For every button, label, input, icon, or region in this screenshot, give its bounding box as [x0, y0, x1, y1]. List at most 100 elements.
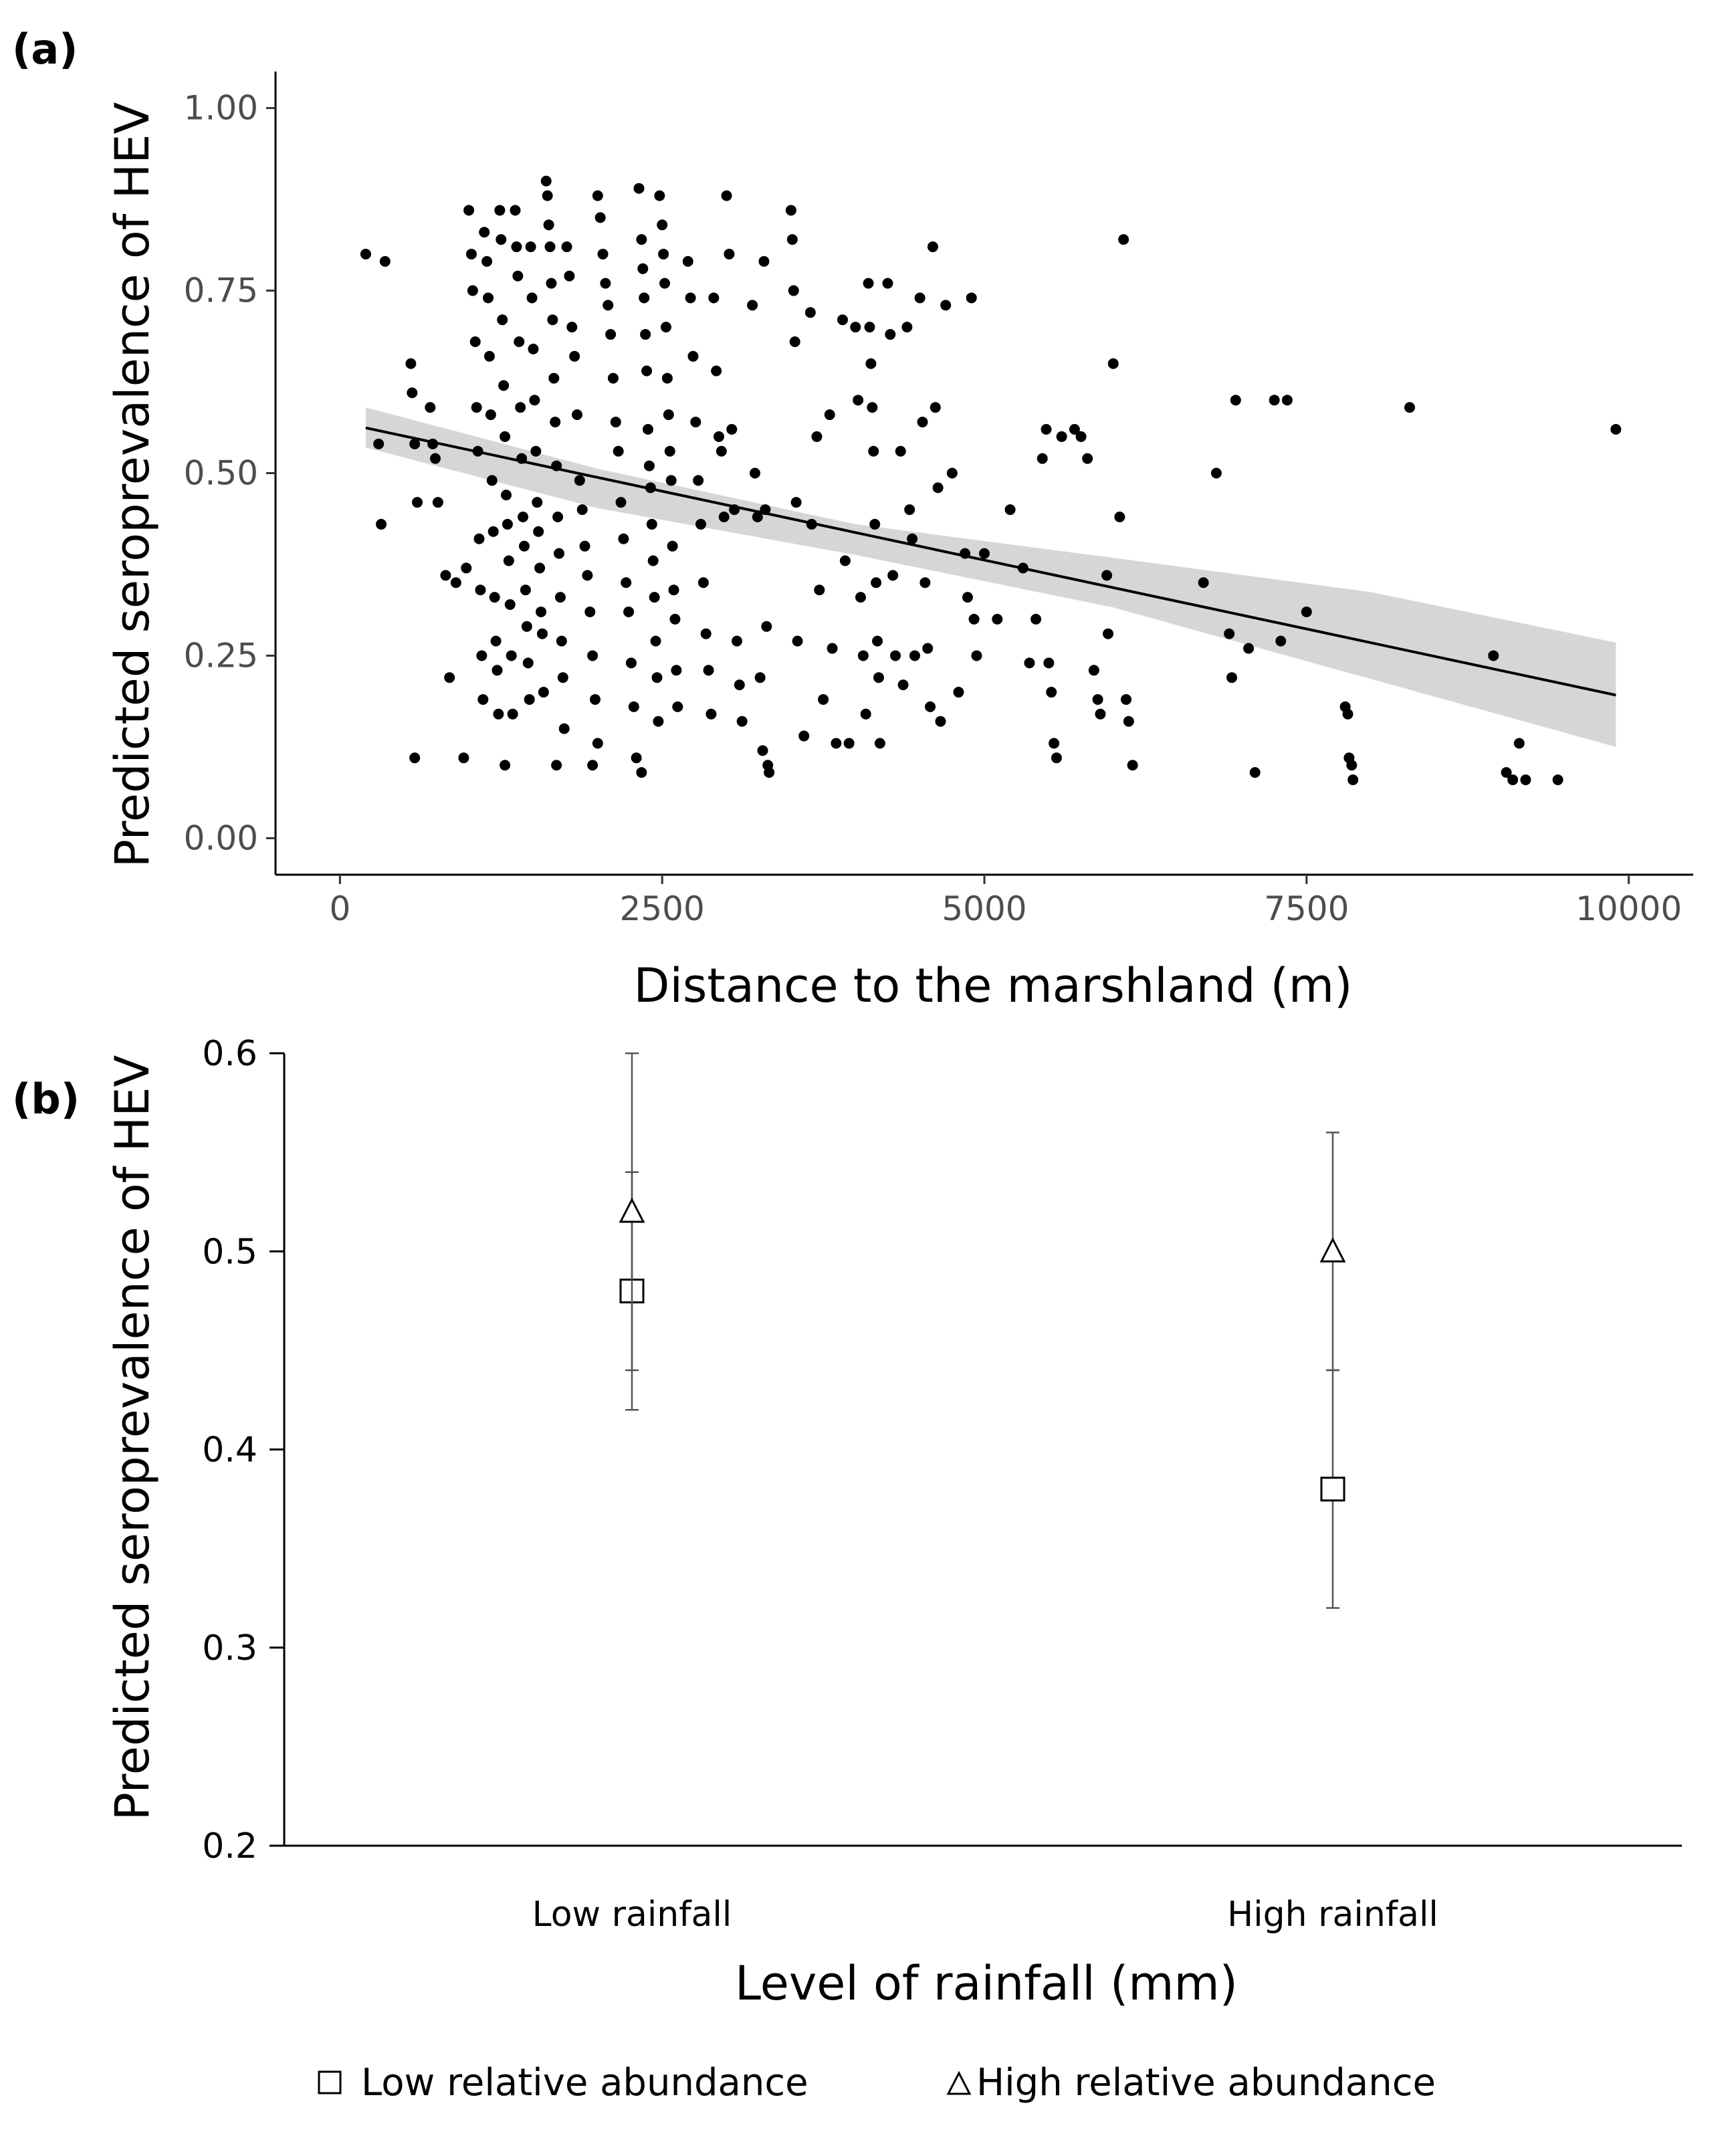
a-data-point [946, 467, 958, 479]
a-data-point [660, 322, 671, 333]
a-data-point [605, 329, 617, 340]
a-data-point [1004, 504, 1016, 516]
a-data-point [661, 372, 673, 384]
a-data-point [520, 584, 531, 596]
a-data-point [544, 241, 556, 253]
a-data-point [525, 241, 536, 253]
a-data-point [615, 497, 627, 508]
a-data-point [530, 445, 542, 457]
a-data-point [475, 584, 486, 596]
a-data-point [824, 409, 835, 421]
a-data-point [814, 584, 825, 596]
a-data-point [1114, 512, 1125, 523]
a-data-point [1031, 613, 1042, 625]
a-data-point [1101, 570, 1113, 581]
a-data-point [489, 592, 500, 603]
a-data-point [887, 570, 899, 581]
panel-b: (b) 0.2 0.3 0.4 0.5 0.6 Low rainfall High rain… [12, 1034, 1682, 2011]
a-data-point [607, 372, 619, 384]
a-data-point [932, 482, 944, 494]
a-data-point [587, 650, 599, 661]
a-x-tick-label: 7500 [1264, 889, 1349, 928]
a-data-point [897, 679, 909, 691]
a-data-point [552, 512, 564, 523]
a-data-point [1243, 643, 1255, 654]
a-data-point [850, 322, 861, 333]
a-data-point [790, 497, 802, 508]
a-data-point [458, 752, 469, 764]
a-data-point [379, 255, 391, 267]
a-data-point [425, 402, 436, 413]
a-data-point [1281, 395, 1293, 406]
panel-a-label: (a) [12, 25, 78, 74]
a-data-point [721, 190, 732, 201]
a-data-point [592, 190, 603, 201]
a-data-point [752, 512, 763, 523]
a-data-point [637, 263, 649, 274]
a-data-point [557, 672, 568, 683]
a-data-point [1069, 423, 1080, 435]
a-data-point [1301, 606, 1312, 617]
a-data-point [496, 234, 507, 245]
a-data-point [528, 343, 539, 354]
a-x-tick-label: 0 [329, 889, 350, 928]
a-axes-group: 0.00 0.25 0.50 0.75 1.00 0 2500 5000 7500 10000 [184, 72, 1693, 928]
a-data-point [1121, 693, 1131, 705]
a-y-tick-label: 0.00 [184, 819, 258, 857]
a-data-point [471, 402, 482, 413]
a-data-point [904, 504, 915, 516]
a-data-point [700, 628, 712, 639]
a-data-point [532, 497, 543, 508]
a-data-point [477, 693, 489, 705]
a-data-point [376, 518, 387, 530]
a-data-point [473, 533, 485, 544]
a-data-point [594, 212, 606, 223]
a-data-point [909, 650, 920, 661]
a-data-point [521, 621, 532, 632]
a-data-point [639, 292, 650, 304]
a-data-point [1095, 708, 1106, 720]
a-data-point [649, 592, 660, 603]
a-data-point [786, 234, 798, 245]
a-data-point [546, 278, 557, 289]
a-data-point [647, 555, 659, 566]
a-data-point [486, 475, 498, 486]
a-data-point [522, 657, 534, 669]
a-data-point [1249, 767, 1261, 778]
a-data-point [409, 752, 421, 764]
a-data-point [561, 241, 572, 253]
a-y-tick-label: 1.00 [184, 89, 258, 128]
a-data-point [463, 205, 475, 216]
a-data-point [935, 716, 946, 727]
a-data-point [405, 358, 417, 369]
a-data-point [907, 533, 918, 544]
a-data-point [518, 540, 530, 552]
a-x-tick-label: 5000 [942, 889, 1026, 928]
a-data-point [1198, 577, 1209, 588]
a-data-point [1520, 774, 1531, 786]
legend-label-low: Low relative abundance [361, 2061, 808, 2105]
a-data-point [930, 402, 941, 413]
a-data-point [461, 562, 472, 574]
a-data-point [1075, 431, 1087, 442]
a-data-point [1103, 628, 1114, 639]
a-data-point [754, 672, 766, 683]
a-data-point [731, 635, 742, 647]
b-y-tick-label: 0.5 [202, 1232, 257, 1272]
a-data-point [657, 219, 668, 231]
a-data-point [1226, 672, 1238, 683]
a-data-point [693, 475, 704, 486]
panel-a: (a) 0.00 0.25 0.50 0.75 1.00 0 2500 5000 7500 100… [12, 25, 1693, 1013]
a-data-point [919, 577, 931, 588]
a-data-point [554, 548, 564, 559]
a-data-point [483, 292, 494, 304]
a-data-point [811, 431, 823, 442]
a-data-point [718, 512, 730, 523]
a-data-point [860, 708, 871, 720]
a-data-point [533, 526, 544, 537]
a-data-point [1107, 358, 1119, 369]
a-data-point [500, 431, 511, 442]
a-data-point [432, 497, 443, 508]
a-data-point [497, 314, 508, 326]
a-data-point [538, 687, 549, 698]
